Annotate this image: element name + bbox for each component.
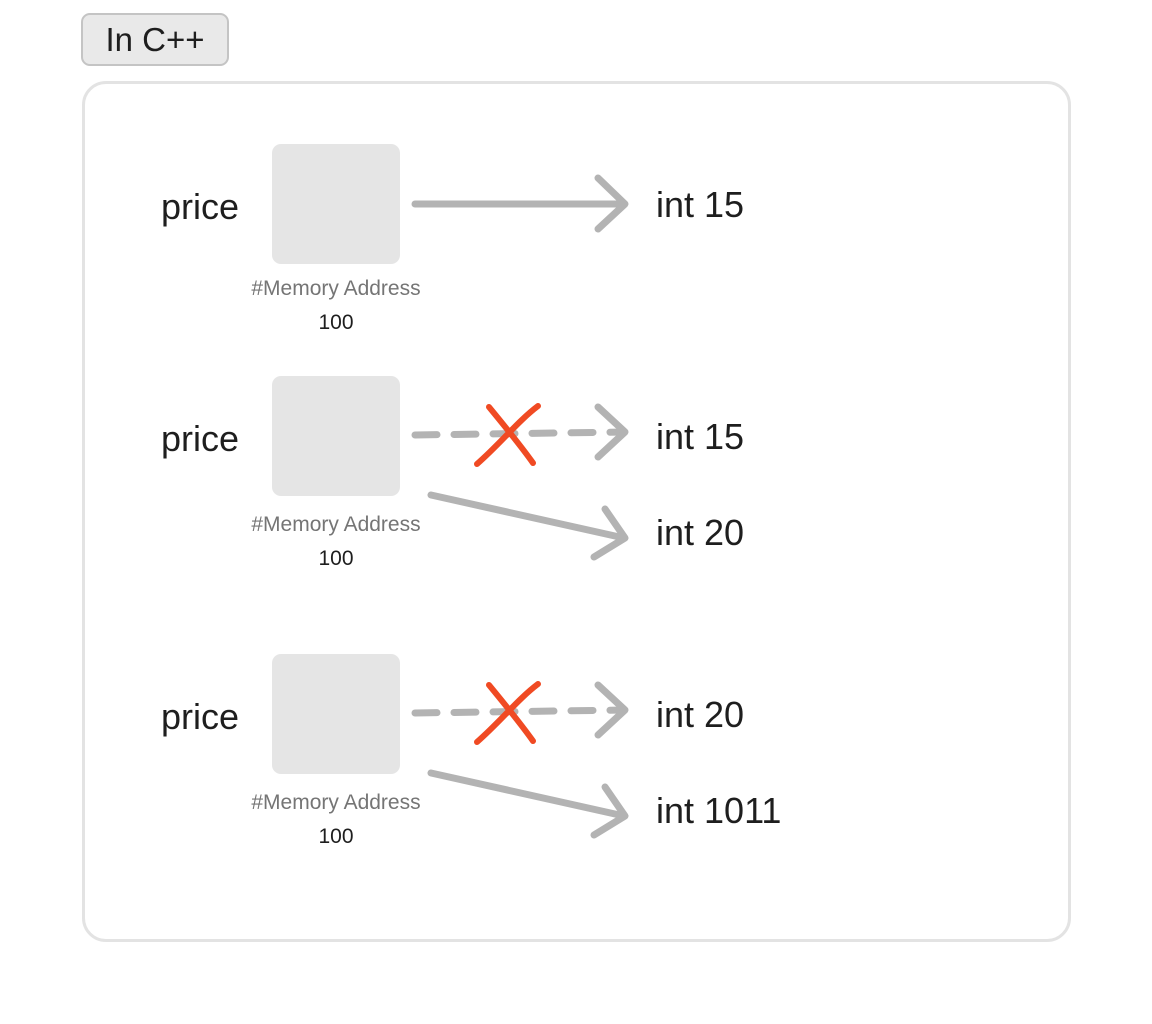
reference-arrow bbox=[427, 491, 629, 561]
memory-address-value: 100 bbox=[318, 547, 354, 570]
reference-arrow bbox=[427, 769, 629, 839]
memory-address-label: #Memory Address bbox=[251, 791, 421, 814]
discarded-reference-arrow bbox=[411, 403, 629, 461]
memory-address-label: #Memory Address bbox=[251, 513, 421, 536]
memory-address-label: #Memory Address bbox=[251, 277, 421, 300]
memory-cell bbox=[272, 654, 400, 774]
memory-cell bbox=[272, 144, 400, 264]
memory-address-value: 100 bbox=[318, 311, 354, 334]
reference-arrow bbox=[411, 174, 629, 233]
discarded-value-label: int 15 bbox=[656, 416, 745, 457]
current-value-label: int 1011 bbox=[656, 790, 782, 831]
discarded-reference-arrow bbox=[411, 681, 629, 739]
variable-name: price bbox=[161, 186, 240, 227]
language-header-chip: In C++ bbox=[81, 13, 229, 66]
memory-address-value: 100 bbox=[318, 825, 354, 848]
cross-mark-icon bbox=[474, 681, 541, 745]
variable-name: price bbox=[161, 418, 240, 459]
diagram-panel bbox=[82, 81, 1071, 942]
cross-mark-icon bbox=[474, 403, 541, 467]
discarded-value-label: int 20 bbox=[656, 694, 745, 735]
current-value-label: int 15 bbox=[656, 184, 745, 225]
variable-name: price bbox=[161, 696, 240, 737]
memory-cell bbox=[272, 376, 400, 496]
current-value-label: int 20 bbox=[656, 512, 745, 553]
